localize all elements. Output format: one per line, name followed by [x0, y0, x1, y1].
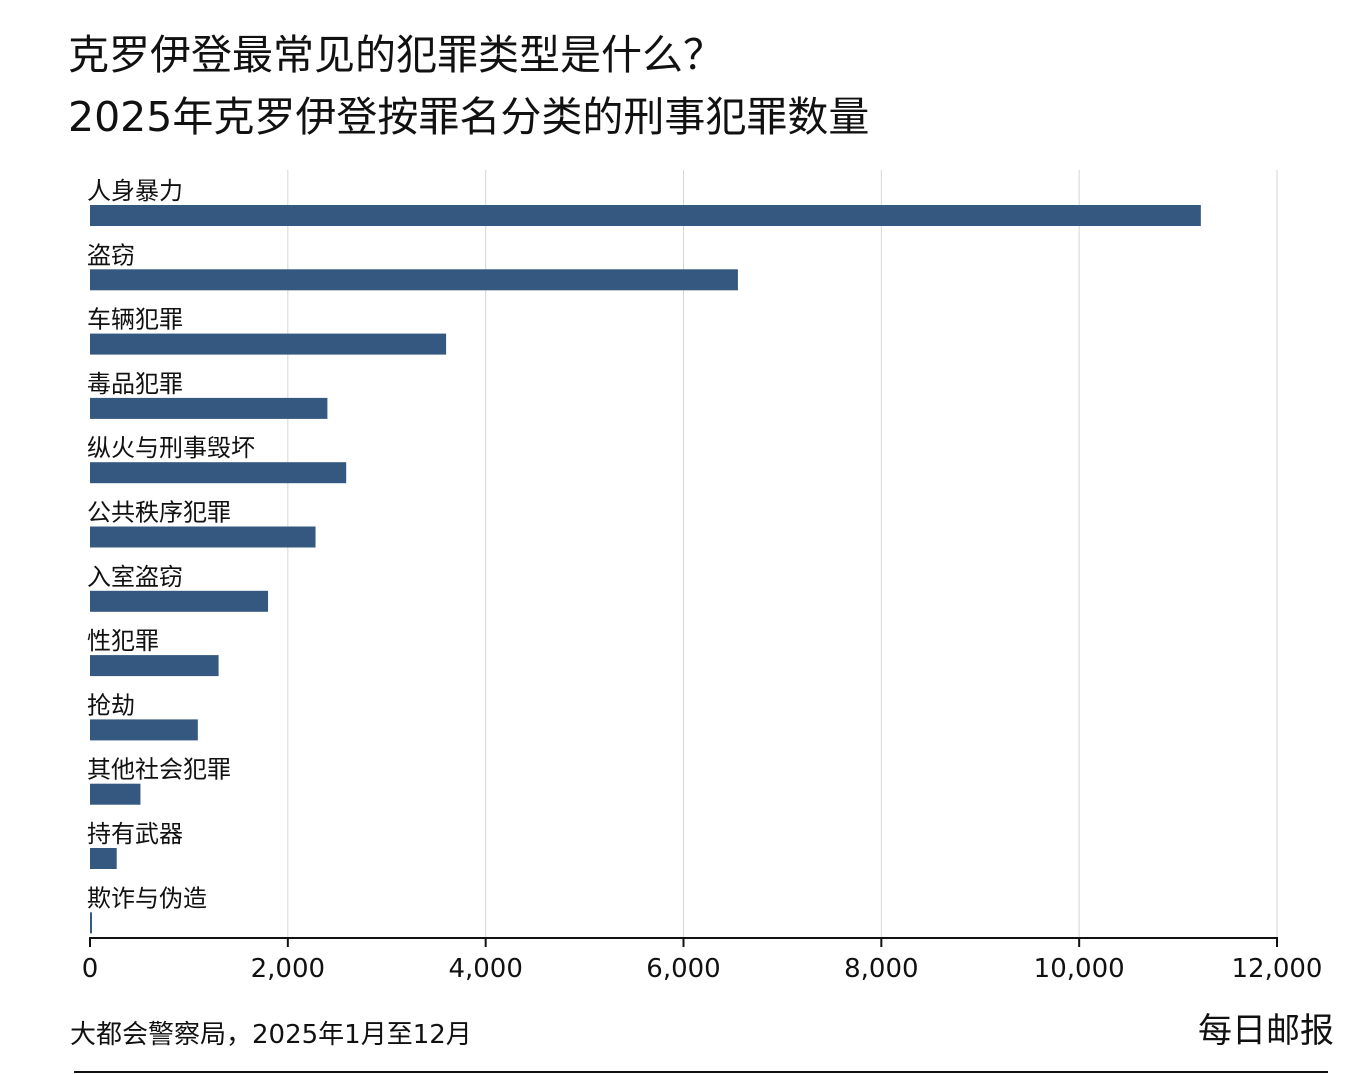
bar — [90, 397, 328, 419]
x-tick-label: 0 — [82, 954, 99, 984]
category-label: 入室盗窃 — [87, 563, 183, 591]
bar — [90, 333, 447, 355]
bar — [90, 655, 219, 677]
category-label: 车辆犯罪 — [87, 306, 183, 334]
footer-divider — [74, 1071, 1328, 1073]
chart-title: 克罗伊登最常见的犯罪类型是什么？ — [68, 31, 724, 79]
x-tick-label: 2,000 — [251, 954, 325, 984]
category-label: 盗窃 — [87, 241, 135, 269]
bar — [90, 269, 738, 291]
bar — [90, 848, 117, 869]
x-tick-label: 4,000 — [448, 954, 522, 984]
bar — [90, 590, 269, 612]
bar — [90, 912, 92, 934]
x-tick-label: 12,000 — [1232, 954, 1323, 984]
bar — [90, 719, 198, 741]
bar — [90, 783, 141, 805]
x-tick-label: 8,000 — [844, 954, 918, 984]
category-label: 公共秩序犯罪 — [87, 499, 231, 527]
category-label: 人身暴力 — [87, 177, 183, 205]
x-tick-label: 10,000 — [1034, 954, 1125, 984]
category-label: 持有武器 — [87, 820, 183, 848]
source-note: 大都会警察局，2025年1月至12月 — [70, 1020, 472, 1050]
category-label: 欺诈与伪造 — [87, 884, 207, 912]
publisher-logo: 每日邮报 — [1198, 1011, 1334, 1051]
bar — [90, 526, 316, 548]
category-label: 性犯罪 — [87, 627, 159, 655]
category-label: 毒品犯罪 — [87, 370, 183, 398]
category-label: 其他社会犯罪 — [87, 756, 231, 784]
bar — [90, 205, 1201, 226]
bar — [90, 462, 347, 484]
x-tick-label: 6,000 — [646, 954, 720, 984]
category-label: 纵火与刑事毁坏 — [87, 434, 255, 462]
chart-subtitle: 2025年克罗伊登按罪名分类的刑事犯罪数量 — [68, 93, 870, 141]
bar-chart: 人身暴力盗窃车辆犯罪毒品犯罪纵火与刑事毁坏公共秩序犯罪入室盗窃性犯罪抢劫其他社会… — [82, 170, 1323, 984]
category-label: 抢劫 — [87, 691, 135, 719]
